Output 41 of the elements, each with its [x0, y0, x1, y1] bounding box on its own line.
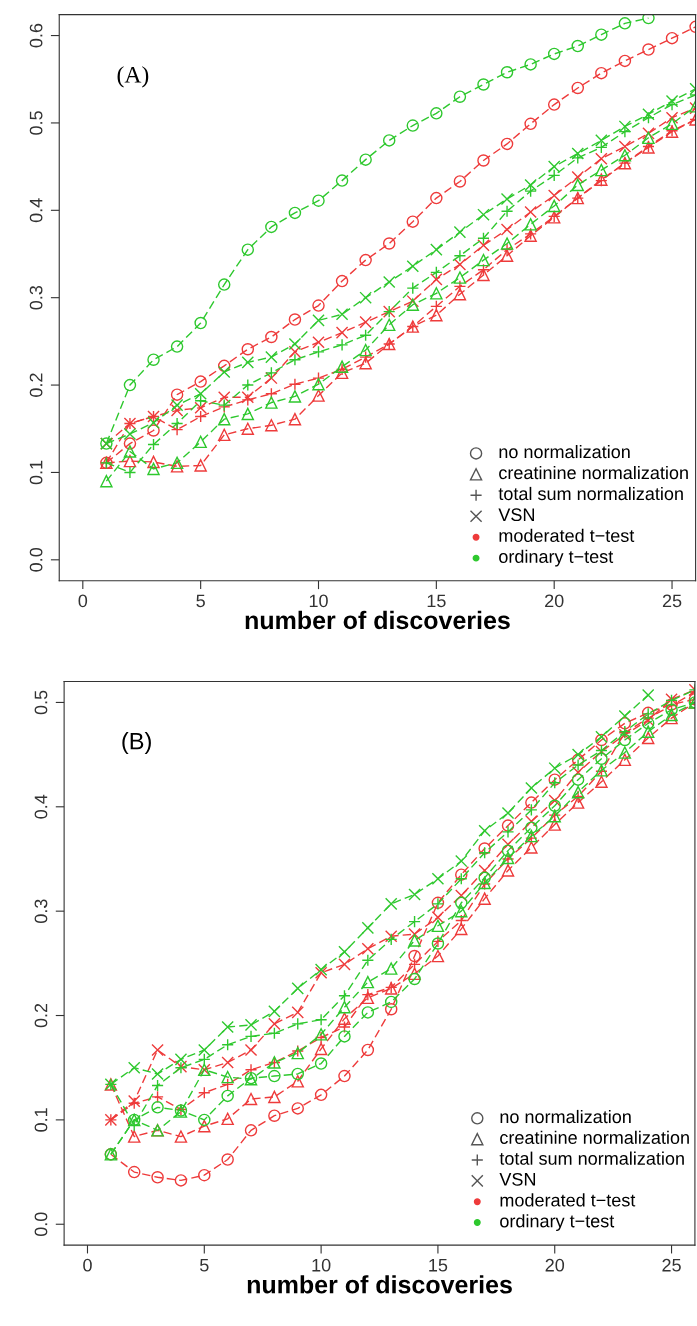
- annotation: no normalization: [499, 444, 630, 459]
- x-tick-label: 10: [312, 1258, 331, 1272]
- y-tick-label: 0.5: [34, 690, 48, 715]
- annotation: creatinine normalization: [499, 465, 688, 480]
- x-tick-label: 5: [200, 1258, 209, 1272]
- annotation: VSN: [499, 1172, 536, 1186]
- y-tick-label: 0.1: [29, 460, 43, 485]
- text: (B): [122, 732, 151, 755]
- x-tick-label: 20: [545, 594, 564, 608]
- annotation: total sum normalization: [499, 1151, 684, 1165]
- x-tick-label: 25: [662, 594, 682, 608]
- annotation: creatinine normalization: [500, 1130, 689, 1145]
- x-tick-label: 20: [545, 1258, 565, 1272]
- annotation: ordinary t−test: [500, 1214, 615, 1231]
- y-tick-label: 0.1: [34, 1108, 48, 1132]
- x-tick-label: 15: [427, 594, 446, 608]
- x-axis-title: number of discoveries: [245, 610, 510, 630]
- y-tick-label: 0.3: [34, 899, 48, 923]
- y-tick-label: 0.0: [29, 547, 43, 572]
- y-tick-label: 0.5: [29, 111, 43, 135]
- x-tick-label: 25: [662, 1258, 681, 1272]
- text: (A): [117, 66, 149, 88]
- x-tick-label: 0: [78, 594, 88, 608]
- y-tick-label: 0.2: [29, 373, 43, 397]
- y-tick-label: 0.3: [29, 285, 43, 310]
- annotation: no normalization: [500, 1109, 631, 1124]
- y-tick-label: 0.0: [34, 1212, 48, 1237]
- annotation: VSN: [498, 508, 534, 522]
- x-tick-label: 5: [196, 594, 205, 608]
- x-tick-label: 0: [83, 1258, 92, 1272]
- y-tick-label: 0.4: [34, 794, 48, 819]
- annotation: total sum normalization: [498, 486, 683, 501]
- y-tick-label: 0.4: [29, 198, 43, 223]
- y-tick-label: 0.2: [34, 1003, 48, 1028]
- annotation: ordinary t−test: [499, 549, 614, 567]
- x-tick-label: 10: [309, 594, 328, 608]
- y-tick-label: 0.6: [29, 23, 43, 48]
- x-tick-label: 15: [429, 1258, 448, 1272]
- annotation: moderated t−test: [499, 528, 635, 543]
- annotation: moderated t−test: [500, 1193, 636, 1207]
- x-axis-title: number of discoveries: [247, 1275, 512, 1294]
